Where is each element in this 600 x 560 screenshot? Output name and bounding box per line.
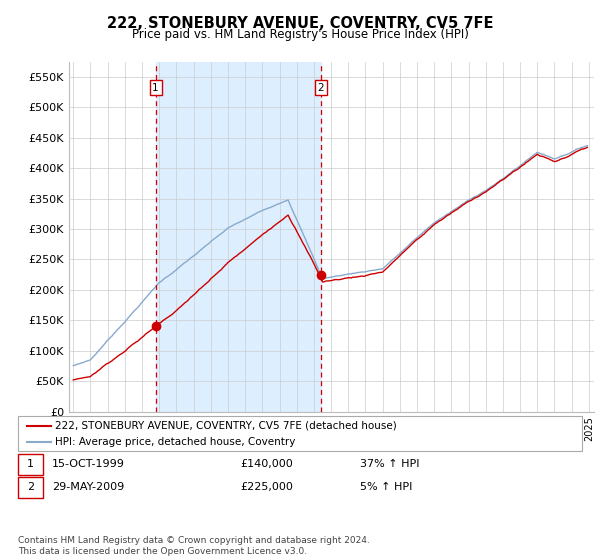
Text: 1: 1 xyxy=(27,459,34,469)
Bar xyxy=(155,62,321,412)
Text: 5% ↑ HPI: 5% ↑ HPI xyxy=(360,482,412,492)
Text: 222, STONEBURY AVENUE, COVENTRY, CV5 7FE: 222, STONEBURY AVENUE, COVENTRY, CV5 7FE xyxy=(107,16,493,31)
Text: £225,000: £225,000 xyxy=(240,482,293,492)
Text: 222, STONEBURY AVENUE, COVENTRY, CV5 7FE (detached house): 222, STONEBURY AVENUE, COVENTRY, CV5 7FE… xyxy=(55,421,397,431)
Text: Contains HM Land Registry data © Crown copyright and database right 2024.
This d: Contains HM Land Registry data © Crown c… xyxy=(18,536,370,556)
Text: £140,000: £140,000 xyxy=(240,459,293,469)
Text: Price paid vs. HM Land Registry's House Price Index (HPI): Price paid vs. HM Land Registry's House … xyxy=(131,28,469,41)
Text: 1: 1 xyxy=(152,83,159,93)
Text: 29-MAY-2009: 29-MAY-2009 xyxy=(52,482,124,492)
Text: 2: 2 xyxy=(27,482,34,492)
Text: HPI: Average price, detached house, Coventry: HPI: Average price, detached house, Cove… xyxy=(55,437,296,447)
Text: 15-OCT-1999: 15-OCT-1999 xyxy=(52,459,125,469)
Text: 2: 2 xyxy=(317,83,324,93)
Text: 37% ↑ HPI: 37% ↑ HPI xyxy=(360,459,419,469)
